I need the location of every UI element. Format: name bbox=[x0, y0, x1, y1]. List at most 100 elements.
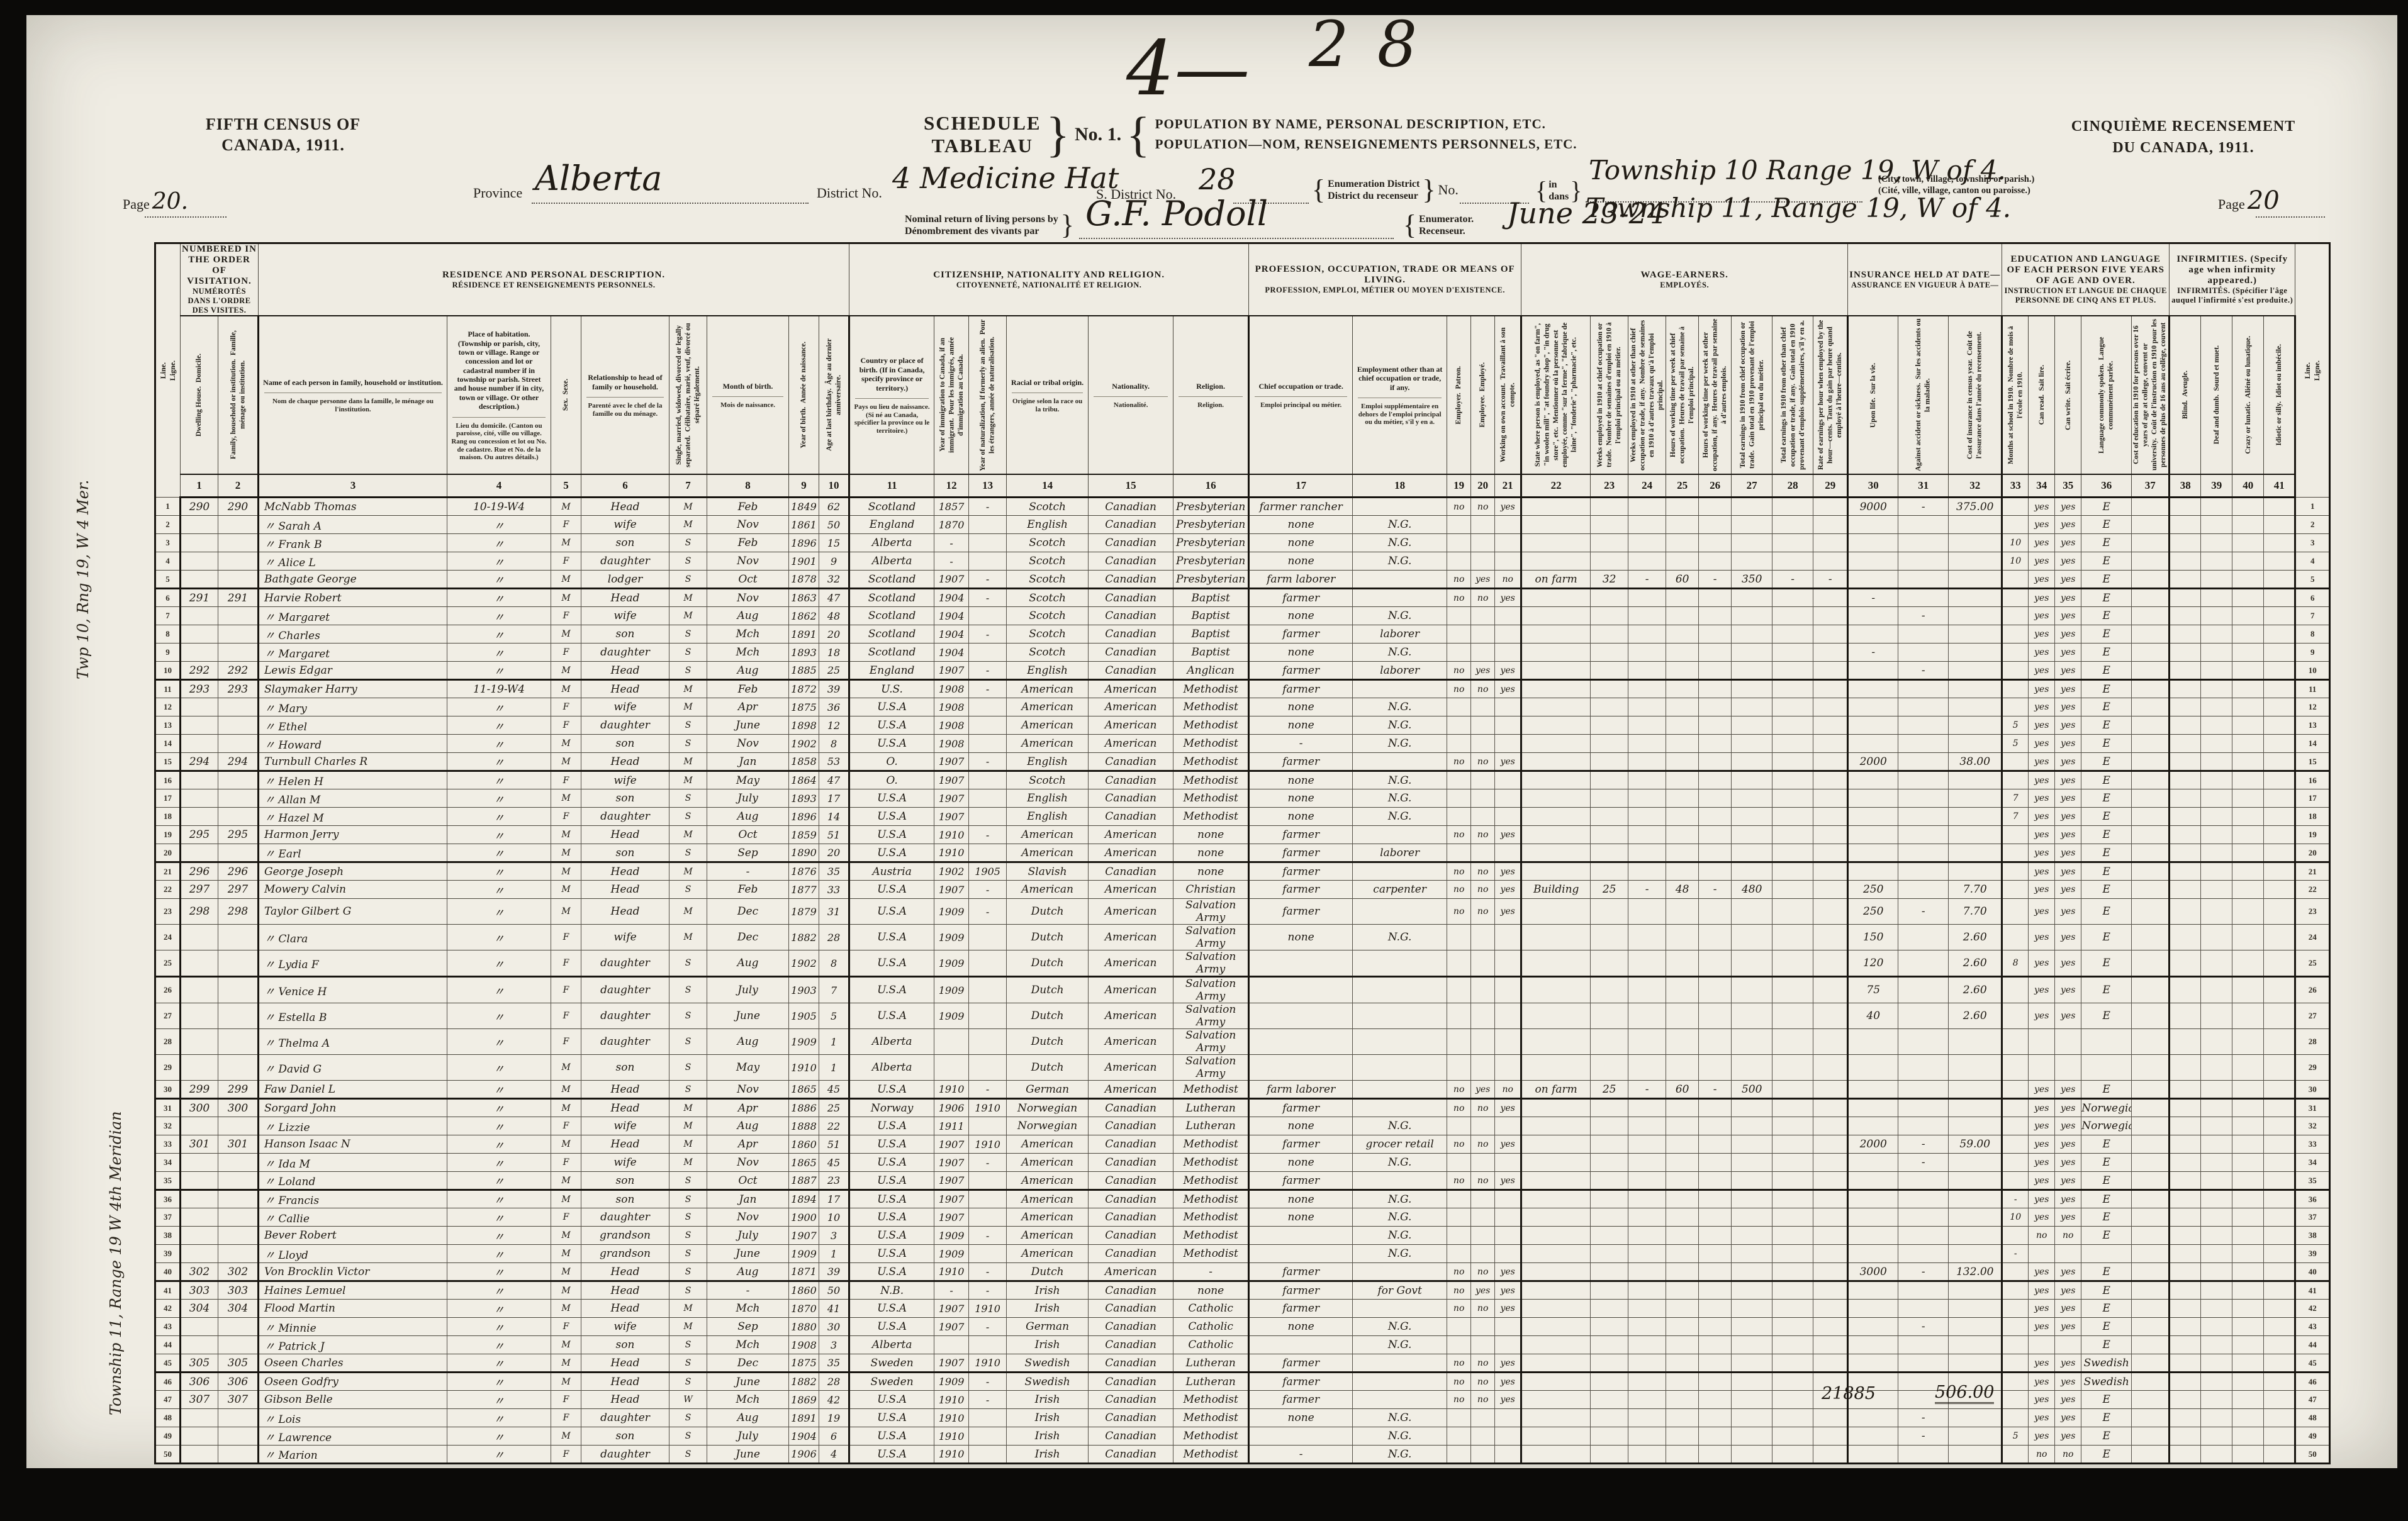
cell bbox=[1813, 606, 1849, 625]
cell: Sweden bbox=[849, 1354, 935, 1373]
cell: S bbox=[669, 1171, 707, 1191]
cell: American bbox=[1088, 898, 1174, 925]
cell: N.G. bbox=[1352, 1408, 1448, 1427]
cell: son bbox=[581, 1335, 669, 1354]
cell bbox=[1628, 1335, 1667, 1354]
cell: 〃 Loland bbox=[258, 1171, 447, 1191]
cell bbox=[1847, 1054, 1899, 1081]
cell: 7 bbox=[818, 976, 851, 1003]
cell: no bbox=[1470, 1171, 1496, 1191]
group-header: NUMBERED IN THE ORDER OF VISITATION. NUMÉ… bbox=[180, 243, 259, 316]
cell: 〃 Patrick J bbox=[258, 1335, 447, 1354]
cell bbox=[2169, 515, 2202, 534]
cell bbox=[2232, 825, 2265, 844]
province-label: Province bbox=[473, 185, 523, 201]
cell: 8 bbox=[818, 734, 851, 753]
cell: 〃 bbox=[447, 1354, 551, 1373]
cell bbox=[1772, 1098, 1814, 1117]
line-number: 49 bbox=[2294, 1427, 2331, 1446]
cell: yes bbox=[1494, 752, 1523, 772]
cell: 5 bbox=[2002, 1427, 2029, 1446]
cell: Scotch bbox=[1006, 643, 1089, 662]
schedule-header: SCHEDULE TABLEAU } No. 1. { POPULATION B… bbox=[924, 109, 1577, 159]
cell bbox=[1847, 606, 1899, 625]
cell: yes bbox=[2054, 880, 2082, 899]
cell bbox=[1772, 625, 1814, 644]
cell: 〃 bbox=[447, 880, 551, 899]
cell bbox=[1898, 698, 1949, 716]
line-number: 21 bbox=[2294, 862, 2331, 881]
cell bbox=[1521, 771, 1591, 789]
column-number-15: 15 bbox=[1088, 474, 1174, 498]
cell: 〃 Frank B bbox=[258, 533, 447, 552]
cell bbox=[1494, 606, 1523, 625]
cell bbox=[1470, 844, 1496, 863]
cell bbox=[1772, 1003, 1814, 1029]
cell: 〃 bbox=[447, 844, 551, 863]
cell: English bbox=[1006, 789, 1089, 808]
cell bbox=[1628, 825, 1667, 844]
cell bbox=[1521, 716, 1591, 735]
cell: U.S.A bbox=[849, 1390, 935, 1409]
cell: - bbox=[968, 825, 1007, 844]
cell: M bbox=[551, 898, 581, 925]
cell bbox=[1352, 679, 1448, 698]
cell: no bbox=[1447, 1354, 1472, 1373]
cell bbox=[2131, 752, 2171, 772]
cell bbox=[1898, 771, 1949, 789]
column-number-37: 37 bbox=[2131, 474, 2171, 498]
cell: yes bbox=[2054, 1427, 2082, 1446]
cell: 2000 bbox=[1847, 1135, 1899, 1154]
cell: - bbox=[968, 1390, 1007, 1409]
cell: 〃 bbox=[447, 734, 551, 753]
cell: son bbox=[581, 533, 669, 552]
cell bbox=[968, 1445, 1007, 1464]
cell bbox=[1948, 1171, 2003, 1191]
cell bbox=[180, 1408, 218, 1427]
cell: no bbox=[1447, 1281, 1472, 1300]
cell bbox=[2131, 698, 2171, 716]
cell: 〃 bbox=[447, 698, 551, 716]
cell bbox=[218, 515, 259, 534]
cell: 1871 bbox=[788, 1262, 819, 1282]
cell: N.G. bbox=[1352, 533, 1448, 552]
cell: 1909 bbox=[934, 1244, 970, 1263]
cell: E bbox=[2081, 789, 2132, 808]
cell: - bbox=[968, 679, 1007, 698]
line-number: 10 bbox=[2294, 661, 2331, 681]
cell: E bbox=[2081, 643, 2132, 662]
cell bbox=[1447, 1054, 1472, 1081]
cell: Canadian bbox=[1088, 497, 1174, 516]
cell: 〃 Sarah A bbox=[258, 515, 447, 534]
cell: no bbox=[1447, 588, 1472, 607]
line-number: 44 bbox=[2294, 1335, 2331, 1354]
line-number: 2 bbox=[2294, 515, 2331, 534]
column-number-36: 36 bbox=[2081, 474, 2132, 498]
cell: Baptist bbox=[1173, 606, 1250, 625]
cell bbox=[1628, 771, 1667, 789]
cell bbox=[1590, 1427, 1629, 1446]
cell: yes bbox=[1470, 1080, 1496, 1100]
cell: yes bbox=[2028, 1135, 2056, 1154]
cell bbox=[2263, 533, 2297, 552]
cell bbox=[1948, 1390, 2003, 1409]
cell: S bbox=[669, 1003, 707, 1029]
cell: 〃 Ida M bbox=[258, 1153, 447, 1172]
cell bbox=[2232, 862, 2265, 881]
cell bbox=[2200, 1335, 2233, 1354]
group-header: WAGE-EARNERS. EMPLOYÉS. bbox=[1521, 243, 1849, 316]
column-number-20: 20 bbox=[1470, 474, 1496, 498]
cell bbox=[1494, 789, 1523, 808]
cell bbox=[2232, 661, 2265, 681]
cell bbox=[2232, 679, 2265, 698]
cell: O. bbox=[849, 771, 935, 789]
cell bbox=[1731, 1028, 1773, 1055]
line-number: 47 bbox=[2294, 1390, 2331, 1409]
cell bbox=[1698, 661, 1732, 681]
cell: 17 bbox=[818, 1190, 851, 1208]
cell bbox=[1590, 862, 1629, 881]
cell bbox=[1898, 734, 1949, 753]
schedule-subject-fr: POPULATION—NOM, RENSEIGNEMENTS PERSONNEL… bbox=[1155, 136, 1577, 152]
cell bbox=[1666, 716, 1700, 735]
cell bbox=[2131, 515, 2171, 534]
